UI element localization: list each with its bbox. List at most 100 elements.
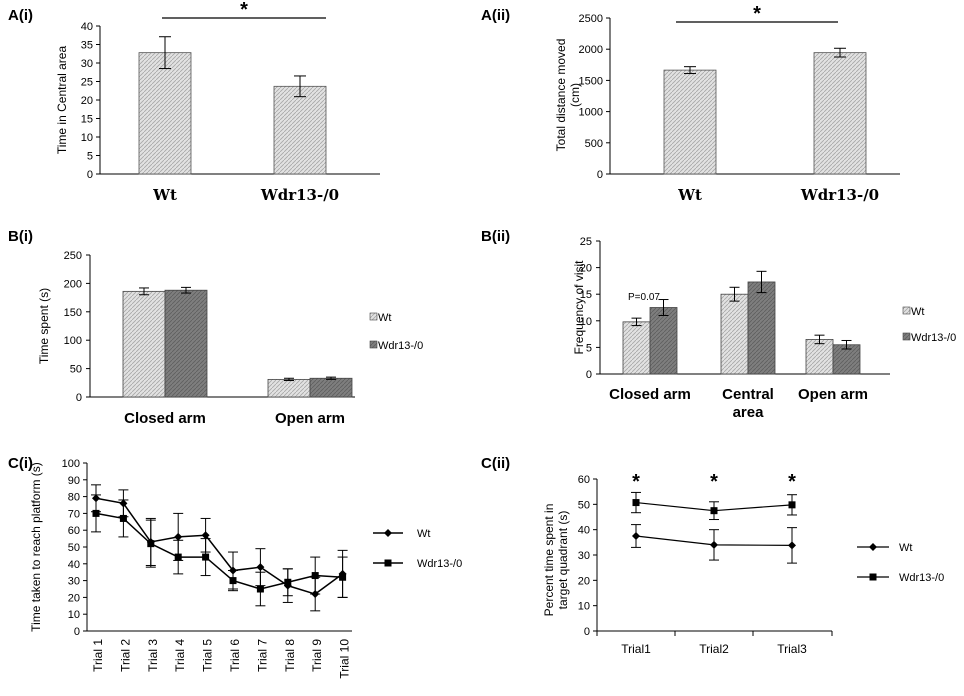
c1-point-1-6	[256, 585, 264, 593]
b2-bar-Wt-0	[622, 321, 651, 375]
a2-ytick-label-5: 2500	[579, 13, 603, 25]
b2-legend-swatch-0	[902, 306, 911, 315]
c1-category-8: Trial 9	[310, 639, 324, 672]
a2-ytick-label-0: 0	[597, 169, 603, 181]
c2-y-label-line-1: target quadrant (s)	[556, 511, 570, 610]
c1-category-0: Trial 1	[91, 639, 105, 672]
b2-category-1-0: Central	[722, 386, 774, 403]
a1-ytick-label-4: 20	[81, 95, 93, 107]
a1-bar-1	[273, 85, 327, 175]
c2-point-1-0	[632, 499, 640, 507]
c1-ytick-label-3: 30	[68, 576, 80, 588]
c1-point-1-1	[119, 514, 127, 522]
a1-category-1: Wdr13-/0	[260, 186, 339, 204]
c1-legend-label-0: Wt	[417, 528, 430, 540]
b1-bar-Wdr130-1	[309, 377, 353, 398]
a2-category-0: Wt	[677, 186, 702, 204]
c1-point-1-0	[92, 509, 100, 517]
a2-y-label: Total distance moved(cm)	[554, 39, 582, 152]
c1-legend-label-1: Wdr13-/0	[417, 558, 462, 570]
c1-category-2: Trial 3	[146, 639, 160, 672]
c1-category-7: Trial 8	[283, 639, 297, 672]
c2-legend-marker-1	[869, 573, 877, 581]
c2-ytick-label-6: 60	[578, 474, 590, 486]
b2-ytick-label-5: 25	[580, 236, 592, 248]
a2-ytick-label-2: 1000	[579, 107, 603, 119]
chart-b1: 0 50 100 150 200 250 Time spent (s) Closed arm O…	[37, 250, 423, 427]
a1-y-label-line-0: Time in Central area	[55, 46, 69, 155]
c1-legend-marker-0	[384, 529, 392, 537]
b2-legend-swatch-1	[902, 332, 911, 341]
b1-category-0-0: Closed arm	[124, 410, 206, 427]
b1-ytick-label-3: 150	[64, 307, 82, 319]
c2-legend-marker-0	[869, 543, 877, 551]
b2-ytick-label-3: 15	[580, 289, 592, 301]
c2-point-0-1	[710, 540, 718, 549]
chart-c2: 0 10 20 30 40 50 60 Percent time spent intarget…	[542, 471, 944, 656]
c2-ytick-label-1: 10	[578, 601, 590, 613]
c2-point-1-2	[788, 501, 796, 509]
a1-ytick-label-6: 30	[81, 58, 93, 70]
c1-ytick-label-6: 60	[68, 525, 80, 537]
b1-bar-Wt-1	[267, 378, 311, 398]
c1-point-1-7	[284, 578, 292, 586]
b1-legend-label-1: Wdr13-/0	[378, 340, 423, 352]
b2-category-2-0: Open arm	[798, 386, 868, 403]
c2-y-label: Percent time spent intarget quadrant (s)	[542, 504, 570, 617]
a2-ytick-label-1: 500	[585, 138, 603, 150]
b2-ytick-label-2: 10	[580, 316, 592, 328]
panel-label-c2: C(ii)	[481, 455, 510, 472]
a2-ytick-label-4: 2000	[579, 44, 603, 56]
a1-ytick-label-0: 0	[87, 169, 93, 181]
c1-point-1-3	[174, 553, 182, 561]
b1-y-label-line-0: Time spent (s)	[37, 288, 51, 364]
b1-ytick-label-5: 250	[64, 250, 82, 262]
c1-point-0-4	[201, 531, 210, 540]
a1-y-label: Time in Central area	[55, 46, 69, 155]
c1-y-label: Time taken to reach platform (s)	[29, 462, 43, 632]
c2-significance-star-2: *	[788, 471, 796, 493]
b1-bar-Wt-0	[122, 290, 166, 398]
b1-ytick-label-1: 50	[70, 364, 82, 376]
b2-annotation-pvalue: P=0.07	[628, 292, 660, 303]
a1-ytick-label-7: 35	[81, 40, 93, 52]
c1-category-9: Trial 10	[338, 639, 352, 679]
b2-bar-Wt-2	[805, 339, 834, 375]
b1-ytick-label-0: 0	[76, 392, 82, 404]
panel-label-b1: B(i)	[8, 228, 33, 245]
b2-ytick-label-1: 5	[586, 342, 592, 354]
c1-ytick-label-4: 40	[68, 559, 80, 571]
c1-series-line-0	[95, 497, 344, 595]
c2-point-0-0	[632, 532, 640, 540]
b2-bar-Wdr130-1	[747, 281, 776, 375]
c2-significance-star-1: *	[710, 471, 718, 493]
panel-label-a2: A(ii)	[481, 7, 510, 24]
b1-bar-Wdr130-0	[164, 289, 208, 398]
c2-ytick-label-0: 0	[584, 626, 590, 638]
b2-y-label: Frequency of visit	[572, 260, 586, 355]
c2-legend-label-1: Wdr13-/0	[899, 572, 944, 584]
a1-significance-star: *	[240, 0, 248, 21]
c1-point-1-8	[311, 572, 319, 580]
a1-ytick-label-5: 25	[81, 77, 93, 89]
b2-category-0-0: Closed arm	[609, 386, 691, 403]
chart-b2: 0 5 10 15 20 25 Frequency of visit Closed arm Ce…	[572, 236, 956, 421]
c1-ytick-label-7: 70	[68, 508, 80, 520]
c1-point-1-9	[339, 573, 347, 581]
b1-legend-swatch-1	[369, 340, 378, 349]
b1-ytick-label-2: 100	[64, 335, 82, 347]
c1-category-3: Trial 4	[173, 639, 187, 672]
a1-ytick-label-2: 10	[81, 132, 93, 144]
a1-ytick-label-3: 15	[81, 114, 93, 126]
b1-y-label: Time spent (s)	[37, 288, 51, 364]
a1-ytick-label-8: 40	[81, 21, 93, 33]
a2-ytick-label-3: 1500	[579, 75, 603, 87]
a1-ytick-label-1: 5	[87, 151, 93, 163]
c1-ytick-label-10: 100	[62, 458, 80, 470]
c2-legend-label-0: Wt	[899, 542, 912, 554]
a2-category-1: Wdr13-/0	[800, 186, 879, 204]
chart-a2: 0 500 1000 1500 2000 2500 Total distance moved…	[554, 3, 900, 204]
b2-bar-Wdr130-0	[649, 307, 678, 375]
a2-bar-1	[813, 52, 867, 175]
panel-label-c1: C(i)	[8, 455, 33, 472]
